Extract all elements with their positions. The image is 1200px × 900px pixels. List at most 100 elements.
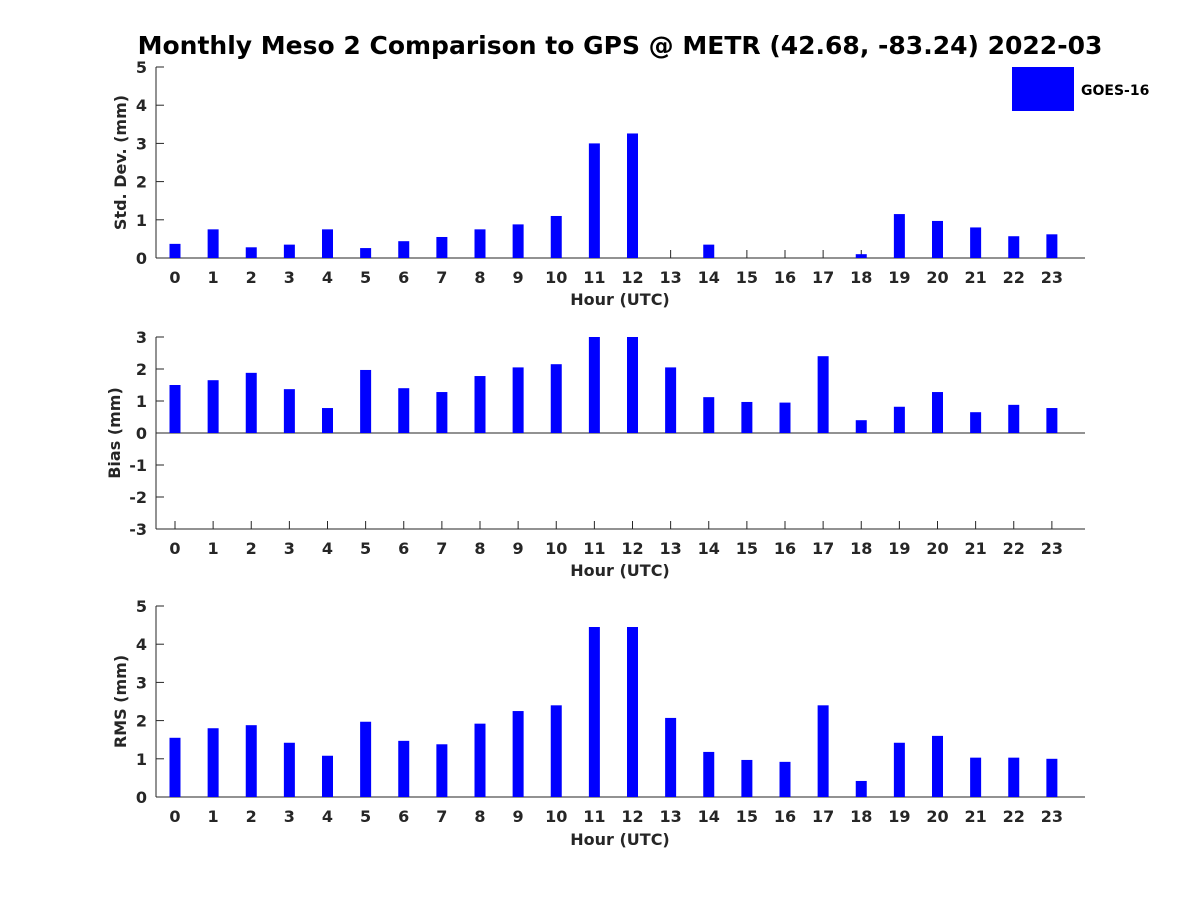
- bias-bar: [588, 337, 600, 433]
- std-dev-x-tick-label: 14: [698, 268, 720, 287]
- std-dev-x-tick-label: 7: [436, 268, 447, 287]
- rms-bar: [360, 721, 372, 797]
- bias-bar: [627, 337, 638, 433]
- std-dev-y-tick-label: 4: [136, 96, 147, 115]
- rms-x-tick-label: 6: [398, 807, 409, 826]
- bias-bar: [436, 392, 448, 433]
- bias-bar: [245, 372, 257, 433]
- rms-x-tick-label: 8: [474, 807, 485, 826]
- std-dev-bar: [436, 236, 448, 258]
- std-dev-x-tick-label: 19: [888, 268, 910, 287]
- std-dev-bar: [550, 215, 562, 258]
- bias-x-tick-label: 21: [964, 539, 986, 558]
- bias-x-tick-label: 7: [436, 539, 447, 558]
- legend-swatch: [1012, 67, 1074, 111]
- rms-x-tick-label: 22: [1003, 807, 1025, 826]
- std-dev-x-tick-label: 5: [360, 268, 371, 287]
- std-dev-x-tick-label: 3: [284, 268, 295, 287]
- std-dev-x-tick-label: 1: [208, 268, 219, 287]
- bias-bar: [703, 397, 715, 433]
- rms-x-tick-label: 7: [436, 807, 447, 826]
- std-dev-y-tick-label: 3: [136, 134, 147, 153]
- std-dev-x-tick-label: 21: [964, 268, 986, 287]
- rms-bar: [550, 705, 562, 797]
- rms-y-tick-label: 5: [136, 597, 147, 616]
- bias-x-tick-label: 20: [926, 539, 948, 558]
- bias-bar: [169, 385, 181, 433]
- rms-x-tick-label: 4: [322, 807, 333, 826]
- std-dev-x-tick-label: 10: [545, 268, 567, 287]
- bias-y-tick-label: 3: [136, 328, 147, 347]
- std-dev-y-tick-label: 2: [136, 173, 147, 192]
- rms-bar: [932, 735, 943, 797]
- std-dev-bar: [474, 229, 486, 258]
- rms-bar: [436, 744, 448, 797]
- bias-x-tick-label: 13: [659, 539, 681, 558]
- std-dev-y-tick-label: 0: [136, 249, 147, 268]
- std-dev-bar: [512, 224, 524, 258]
- bias-y-axis-label: Bias (mm): [105, 387, 124, 479]
- std-dev-x-tick-label: 15: [736, 268, 758, 287]
- bias-y-tick-label: 2: [136, 360, 147, 379]
- bias-bar: [322, 408, 333, 433]
- chart-title: Monthly Meso 2 Comparison to GPS @ METR …: [138, 31, 1103, 60]
- bias-bar: [207, 380, 219, 433]
- std-dev-x-tick-label: 0: [169, 268, 180, 287]
- bias-x-tick-label: 16: [774, 539, 796, 558]
- std-dev-x-tick-label: 6: [398, 268, 409, 287]
- bias-bar: [398, 388, 410, 433]
- std-dev-bar: [932, 220, 943, 258]
- bias-bar: [779, 402, 791, 433]
- rms-bar: [893, 742, 905, 797]
- rms-x-tick-label: 15: [736, 807, 758, 826]
- bias-x-tick-label: 0: [169, 539, 180, 558]
- bias-bar: [512, 367, 524, 433]
- rms-x-tick-label: 21: [964, 807, 986, 826]
- bias-y-tick-label: -2: [129, 488, 147, 507]
- rms-x-tick-label: 18: [850, 807, 872, 826]
- std-dev-bar: [322, 229, 333, 258]
- rms-x-tick-label: 20: [926, 807, 948, 826]
- bias-x-tick-label: 4: [322, 539, 333, 558]
- legend-label: GOES-16: [1081, 83, 1149, 99]
- std-dev-bar: [1008, 236, 1020, 258]
- rms-bar: [779, 761, 791, 797]
- std-dev-x-tick-label: 13: [659, 268, 681, 287]
- bias-x-tick-label: 18: [850, 539, 872, 558]
- std-dev-bar: [893, 214, 905, 258]
- bias-y-tick-label: 1: [136, 392, 147, 411]
- std-dev-bar: [703, 244, 715, 258]
- std-dev-x-tick-label: 2: [246, 268, 257, 287]
- bias-y-tick-label: -3: [129, 520, 147, 539]
- bias-x-tick-label: 10: [545, 539, 567, 558]
- rms-y-axis-label: RMS (mm): [111, 655, 130, 748]
- rms-bar: [741, 759, 753, 797]
- bias-bar: [893, 406, 905, 433]
- bias-x-tick-label: 3: [284, 539, 295, 558]
- rms-x-tick-label: 10: [545, 807, 567, 826]
- bias-bar: [970, 412, 982, 433]
- bias-bar: [817, 356, 829, 433]
- rms-bar: [322, 755, 333, 797]
- std-dev-bar: [627, 133, 638, 258]
- bias-bar: [474, 376, 486, 433]
- bias-x-tick-label: 22: [1003, 539, 1025, 558]
- std-dev-y-tick-label: 1: [136, 211, 147, 230]
- rms-x-tick-label: 5: [360, 807, 371, 826]
- bias-bar: [855, 420, 867, 433]
- rms-bar: [207, 728, 219, 797]
- rms-x-tick-label: 1: [208, 807, 219, 826]
- bias-x-tick-label: 19: [888, 539, 910, 558]
- bias-bar: [1008, 404, 1020, 433]
- rms-bar: [512, 711, 524, 797]
- rms-y-tick-label: 3: [136, 673, 147, 692]
- rms-y-tick-label: 2: [136, 712, 147, 731]
- rms-x-tick-label: 16: [774, 807, 796, 826]
- rms-x-tick-label: 13: [659, 807, 681, 826]
- rms-x-tick-label: 19: [888, 807, 910, 826]
- bias-x-tick-label: 1: [208, 539, 219, 558]
- rms-y-tick-label: 4: [136, 635, 147, 654]
- rms-bar: [283, 742, 295, 797]
